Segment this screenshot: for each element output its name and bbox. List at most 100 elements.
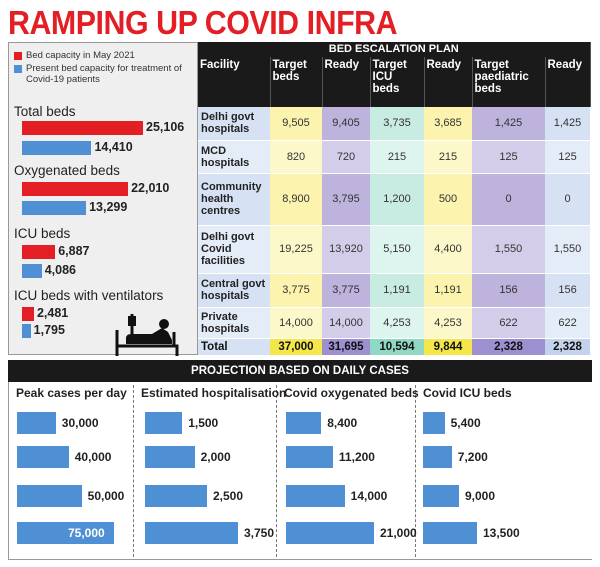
table-cell: 3,775 (270, 273, 322, 308)
table-cell: 9,844 (424, 338, 472, 356)
projection-bar (423, 412, 445, 434)
projection-value: 14,000 (350, 489, 388, 503)
projection-bar (145, 522, 238, 544)
projection-bar (145, 412, 183, 434)
bar-value: 2,481 (36, 306, 69, 320)
bar-value: 13,299 (89, 200, 128, 214)
table-cell: 215 (370, 140, 424, 174)
table-cell: 1,191 (424, 273, 472, 308)
panel-title: Covid oxygenated beds (284, 386, 419, 400)
table-cell: 9,505 (270, 107, 322, 141)
category-label: Total beds (14, 104, 76, 119)
table-row: Delhi govt hospitals 9,505 9,405 3,735 3,685… (198, 107, 591, 141)
panel-title: Covid ICU beds (423, 386, 512, 400)
column-header: Ready (424, 57, 473, 107)
bar-may (22, 245, 56, 259)
table-cell: 8,900 (270, 173, 322, 226)
column-header: Target ICU beds (370, 57, 425, 107)
table-cell: 3,775 (322, 273, 370, 308)
table-cell: 156 (545, 273, 591, 308)
table-row: MCD hospitals 820 720 215 215 125 125 (198, 140, 591, 174)
table-cell: 9,405 (322, 107, 370, 141)
projection-title: PROJECTION BASED ON DAILY CASES (8, 360, 592, 382)
table-cell: 1,425 (545, 107, 591, 141)
facility-name: Central govt hospitals (198, 273, 270, 308)
table-cell: 1,191 (370, 273, 424, 308)
table-cell: 10,594 (370, 338, 424, 356)
projection-bar (145, 485, 207, 507)
projection-value: 13,500 (483, 526, 520, 540)
table-cell: 5,150 (370, 225, 424, 274)
facility-name: Delhi govt Covid facilities (198, 225, 270, 274)
bed-escalation-table: BED ESCALATION PLAN Facility Target beds R… (198, 42, 591, 356)
column-header: Ready (322, 57, 371, 107)
projection-bar (423, 522, 477, 544)
legend-swatch-red (14, 52, 22, 60)
bed-capacity-panel (8, 42, 198, 355)
hospital-bed-icon (115, 314, 179, 356)
bar-may (22, 307, 34, 321)
column-header: Target beds (270, 57, 323, 107)
table-cell: 0 (545, 173, 591, 226)
table-row: Total 37,000 31,695 10,594 9,844 2,328 2,328 (198, 338, 591, 356)
table-cell: 622 (472, 307, 545, 339)
table-row: Central govt hospitals 3,775 3,775 1,191 1,1… (198, 273, 591, 308)
projection-bar (17, 412, 56, 434)
projection-bar (423, 485, 459, 507)
bar-may (22, 182, 129, 196)
table-cell: 37,000 (270, 338, 322, 356)
table-cell: 14,000 (270, 307, 322, 339)
legend-item-present: Present bed capacity for treatment of Co… (14, 63, 189, 85)
category-label: Oxygenated beds (14, 163, 120, 178)
table-cell: 2,328 (472, 338, 545, 356)
legend-label: Present bed capacity for treatment of Co… (26, 63, 182, 85)
projection-panel (8, 382, 592, 560)
table-cell: 720 (322, 140, 370, 174)
table-cell: 1,425 (472, 107, 545, 141)
table-cell: 4,253 (370, 307, 424, 339)
column-header: Target paediatric beds (472, 57, 546, 107)
table-row: Delhi govt Covid facilities 19,225 13,920 5… (198, 225, 591, 274)
table-title: BED ESCALATION PLAN (198, 42, 591, 57)
category-label: ICU beds with ventilators (14, 288, 164, 303)
table-cell: 4,400 (424, 225, 472, 274)
legend-item-may: Bed capacity in May 2021 (14, 50, 189, 61)
table-cell: 125 (472, 140, 545, 174)
table-cell: 820 (270, 140, 322, 174)
divider (133, 385, 134, 557)
divider (276, 385, 277, 557)
facility-name: MCD hospitals (198, 140, 270, 174)
projection-value: 30,000 (61, 416, 99, 430)
table-cell: 13,920 (322, 225, 370, 274)
bar-value: 6,887 (58, 244, 90, 258)
bar-present (22, 324, 31, 338)
table-cell: 156 (472, 273, 545, 308)
projection-bar (286, 446, 333, 468)
facility-name: Community health centres (198, 173, 270, 226)
bar-value: 1,795 (33, 323, 65, 337)
table-cell: 3,685 (424, 107, 472, 141)
page-title: RAMPING UP COVID INFRA (8, 4, 398, 41)
panel-title: Peak cases per day (16, 386, 127, 400)
projection-value: 21,000 (380, 526, 417, 540)
table-cell: 622 (545, 307, 591, 339)
bar-present (22, 201, 87, 215)
table-cell: 14,000 (322, 307, 370, 339)
projection-value: 7,200 (457, 450, 488, 464)
table-cell: 215 (424, 140, 472, 174)
projection-value: 2,500 (213, 489, 244, 503)
bar-value: 25,106 (146, 120, 185, 134)
divider (415, 385, 416, 557)
panel-title: Estimated hospitalisation (141, 386, 287, 400)
table-cell: 125 (545, 140, 591, 174)
projection-value: 11,200 (338, 450, 375, 464)
projection-bar (286, 485, 345, 507)
bar-may (22, 121, 143, 135)
legend-swatch-blue (14, 65, 22, 73)
projection-bar (286, 522, 374, 544)
table-cell: 4,253 (424, 307, 472, 339)
bar-present (22, 264, 42, 278)
table-cell: 1,550 (545, 225, 591, 274)
projection-value: 2,000 (200, 450, 231, 464)
table-cell: 1,550 (472, 225, 545, 274)
